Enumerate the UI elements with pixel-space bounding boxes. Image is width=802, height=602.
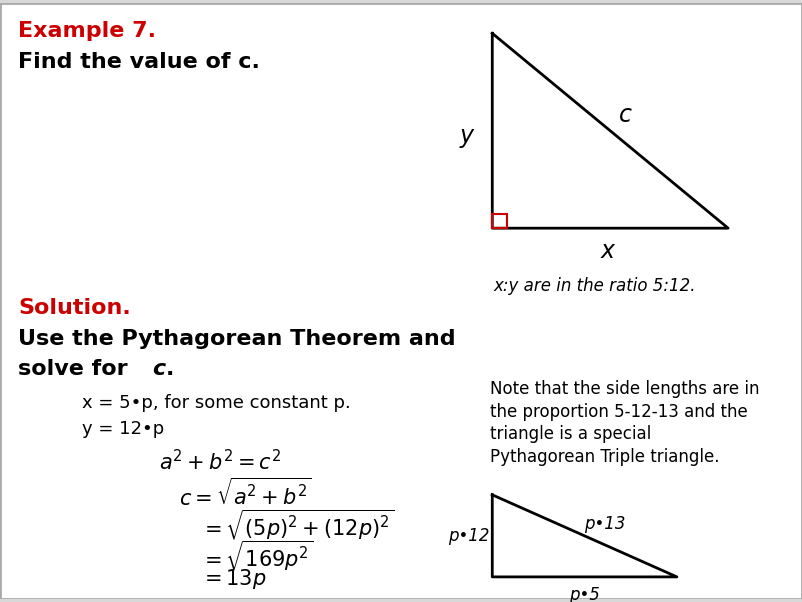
- Text: $=\sqrt{169p^2}$: $=\sqrt{169p^2}$: [200, 538, 314, 573]
- Text: c: c: [152, 359, 165, 379]
- Text: $c=\sqrt{a^2+b^2}$: $c=\sqrt{a^2+b^2}$: [180, 477, 312, 510]
- Text: x = 5•p, for some constant p.: x = 5•p, for some constant p.: [82, 394, 350, 412]
- Text: y: y: [460, 124, 474, 148]
- Text: solve for: solve for: [18, 359, 136, 379]
- Text: the proportion 5-12-13 and the: the proportion 5-12-13 and the: [490, 403, 748, 421]
- Text: y = 12•p: y = 12•p: [82, 420, 164, 438]
- Text: c: c: [619, 104, 632, 128]
- Text: Example 7.: Example 7.: [18, 21, 156, 41]
- Bar: [492, 214, 507, 228]
- Text: p•5: p•5: [569, 586, 600, 602]
- Text: p•13: p•13: [585, 515, 626, 533]
- Text: $a^2+b^2=c^2$: $a^2+b^2=c^2$: [159, 448, 281, 474]
- Text: $=13p$: $=13p$: [200, 566, 266, 591]
- Text: triangle is a special: triangle is a special: [490, 425, 651, 443]
- Text: Pythagorean Triple triangle.: Pythagorean Triple triangle.: [490, 448, 719, 466]
- Text: Use the Pythagorean Theorem and: Use the Pythagorean Theorem and: [18, 329, 456, 349]
- Text: p•12: p•12: [448, 527, 489, 545]
- Text: x: x: [600, 239, 614, 262]
- Text: Note that the side lengths are in: Note that the side lengths are in: [490, 380, 759, 398]
- Text: x:y are in the ratio 5:12.: x:y are in the ratio 5:12.: [493, 278, 696, 296]
- Text: .: .: [166, 359, 175, 379]
- Text: Solution.: Solution.: [18, 298, 132, 318]
- Text: $=\sqrt{(5p)^2+(12p)^2}$: $=\sqrt{(5p)^2+(12p)^2}$: [200, 507, 394, 542]
- Text: Find the value of c.: Find the value of c.: [18, 52, 261, 72]
